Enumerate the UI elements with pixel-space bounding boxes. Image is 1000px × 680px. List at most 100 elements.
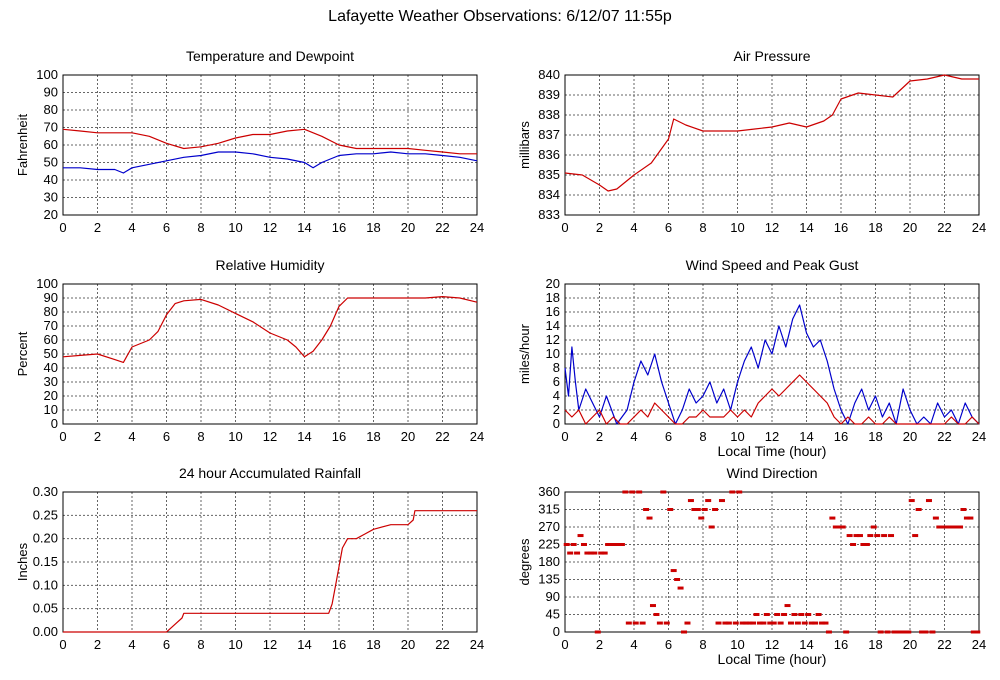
wind-direction-point <box>729 490 736 494</box>
humidity-series-line-0 <box>62 296 478 363</box>
wind-speed-xtick-label: 16 <box>834 429 848 444</box>
pressure-xtick-label: 12 <box>765 220 779 235</box>
wind-direction-point <box>739 621 746 625</box>
wind-direction-point <box>936 525 943 529</box>
wind-direction-point <box>681 630 688 634</box>
wind-direction-point <box>691 508 698 511</box>
rainfall-xtick-label: 6 <box>163 637 170 652</box>
rainfall-xtick-label: 16 <box>332 637 346 652</box>
rainfall-ytick-label: 0.25 <box>33 507 58 522</box>
wind-direction-point <box>629 490 636 494</box>
rainfall-ytick-label: 0.30 <box>33 484 58 499</box>
wind-direction-point <box>829 516 836 520</box>
wind-direction-point <box>867 534 874 538</box>
wind-direction-point <box>922 630 929 634</box>
wind-direction-point <box>970 630 977 634</box>
humidity-ytick-label: 60 <box>44 332 58 347</box>
rainfall-ylabel: Inches <box>15 542 30 581</box>
temperature-ytick-label: 60 <box>44 137 58 152</box>
temperature-xtick-label: 16 <box>332 220 346 235</box>
temperature-xtick-label: 4 <box>128 220 135 235</box>
wind-speed-xtick-label: 6 <box>665 429 672 444</box>
temperature-ytick-label: 90 <box>44 85 58 100</box>
temperature-xtick-label: 2 <box>94 220 101 235</box>
pressure-ytick-label: 837 <box>538 127 560 142</box>
wind-direction-point <box>777 621 784 625</box>
wind-direction-point <box>570 543 577 546</box>
wind-direction-point <box>794 621 801 625</box>
wind-direction-title: Wind Direction <box>726 465 817 481</box>
wind-direction-point <box>636 490 643 494</box>
wind-direction-point <box>584 551 591 555</box>
wind-direction-point <box>577 534 584 538</box>
wind-direction-point <box>746 621 753 625</box>
temperature-ytick-label: 80 <box>44 102 58 117</box>
pressure-xtick-label: 20 <box>903 220 917 235</box>
temperature-ytick-label: 20 <box>44 207 58 222</box>
wind-direction-point <box>605 543 612 546</box>
wind-direction-point <box>649 604 656 608</box>
wind-direction-point <box>870 525 877 529</box>
wind-direction-point <box>646 516 653 520</box>
pressure-ytick-label: 836 <box>538 147 560 162</box>
humidity-ytick-label: 0 <box>51 416 58 431</box>
wind-direction-xtick-label: 8 <box>699 637 706 652</box>
wind-direction-point <box>901 630 908 634</box>
wind-direction-point <box>925 499 932 503</box>
wind-direction-point <box>725 621 732 625</box>
wind-direction-point <box>884 630 891 634</box>
wind-direction-point <box>622 490 629 494</box>
wind-direction-point <box>732 621 739 625</box>
wind-direction-point <box>863 543 870 546</box>
wind-direction-point <box>932 516 939 520</box>
wind-direction-point <box>963 516 970 520</box>
wind-direction-point <box>898 630 905 634</box>
wind-speed-ytick-label: 14 <box>546 318 560 333</box>
wind-direction-point <box>894 630 901 634</box>
rainfall-xtick-label: 10 <box>228 637 242 652</box>
wind-direction-point <box>574 551 581 555</box>
wind-direction-point <box>888 534 895 538</box>
wind-direction-point <box>736 490 743 494</box>
wind-direction-point <box>781 613 788 616</box>
humidity-xtick-label: 18 <box>366 429 380 444</box>
humidity-xtick-label: 10 <box>228 429 242 444</box>
wind-direction-point <box>612 543 619 546</box>
wind-direction-point <box>563 543 570 546</box>
wind-speed-title: Wind Speed and Peak Gust <box>686 257 859 273</box>
humidity-ylabel: Percent <box>15 331 30 376</box>
wind-direction-point <box>753 613 760 616</box>
pressure-ylabel: millibars <box>517 121 532 169</box>
wind-direction-point <box>791 613 798 616</box>
wind-direction-point <box>567 551 574 555</box>
wind-direction-point <box>874 534 881 538</box>
humidity-ytick-label: 90 <box>44 290 58 305</box>
wind-direction-point <box>601 551 608 555</box>
pressure-ytick-label: 833 <box>538 207 560 222</box>
wind-direction-point <box>787 621 794 625</box>
wind-direction-point <box>915 508 922 511</box>
wind-direction-point <box>722 621 729 625</box>
wind-direction-point <box>667 508 674 511</box>
wind-direction-point <box>660 490 667 494</box>
wind-direction-point <box>812 621 819 625</box>
wind-direction-xtick-label: 4 <box>630 637 637 652</box>
wind-direction-frame <box>564 491 980 633</box>
temperature-series-line-1 <box>63 151 478 174</box>
temperature-frame <box>62 74 478 216</box>
wind-direction-point <box>943 525 950 529</box>
wind-direction-point <box>743 621 750 625</box>
pressure-xtick-label: 10 <box>730 220 744 235</box>
pressure-xtick-label: 16 <box>834 220 848 235</box>
humidity-xtick-label: 20 <box>401 429 415 444</box>
wind-direction-ytick-label: 90 <box>546 589 560 604</box>
pressure-xtick-label: 24 <box>972 220 986 235</box>
wind-direction-point <box>856 534 863 538</box>
humidity-xtick-label: 4 <box>128 429 135 444</box>
humidity-frame <box>62 283 478 425</box>
temperature-series-line-0 <box>62 128 477 155</box>
pressure-series-line-0 <box>564 74 979 192</box>
wind-direction-point <box>953 525 960 529</box>
wind-direction-point <box>967 516 974 520</box>
